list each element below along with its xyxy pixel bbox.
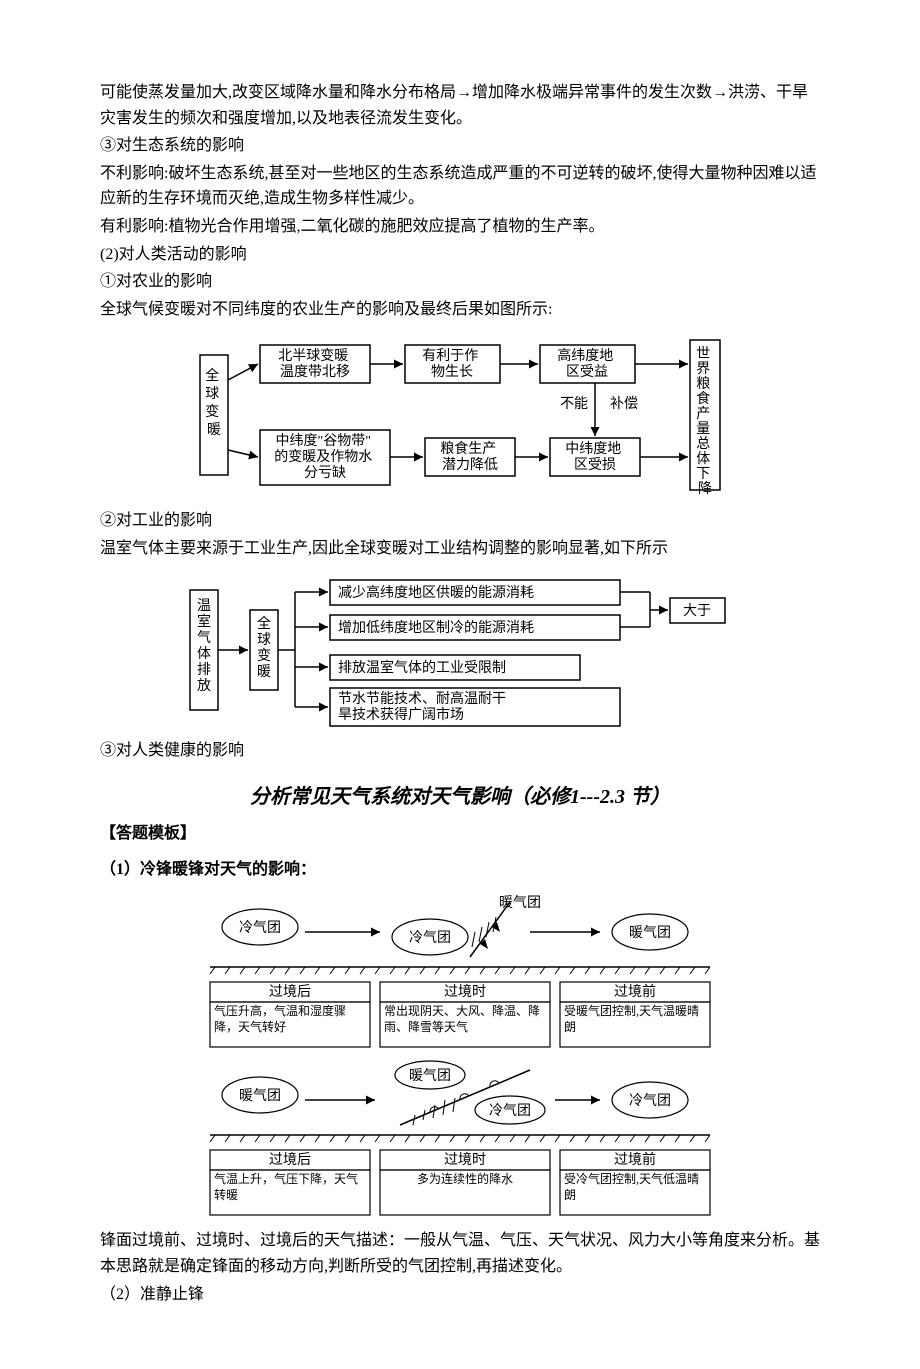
svg-text:冷气团: 冷气团: [409, 930, 451, 946]
svg-text:暖气团: 暖气团: [629, 925, 671, 941]
warm-cell-2: 受冷气团控制,天气低温晴朗: [564, 1172, 706, 1203]
paragraph-3: 不利影响:破坏生态系统,甚至对一些地区的生态系统造成严重的不可逆转的破坏,使得大…: [100, 161, 820, 212]
warm-cell-1: 多为连续性的降水: [384, 1172, 546, 1188]
cold-header-2: 过境前: [614, 983, 656, 1000]
warm-header-1: 过境时: [444, 1152, 486, 1168]
agri-r1-b1: 北半球变暖 温度带北移: [278, 348, 352, 380]
warm-header-2: 过境前: [614, 1151, 656, 1168]
cloud-shape: 冷气团: [222, 909, 298, 945]
paragraph-6: ①对农业的影响: [100, 269, 820, 295]
paragraph-5: (2)对人类活动的影响: [100, 242, 820, 268]
paragraph-2: ③对生态系统的影响: [100, 133, 820, 159]
ind-b3: 排放温室气体的工业受限制: [338, 659, 506, 676]
ind-right: 大于: [683, 603, 711, 619]
ind-b4: 节水节能技术、耐高温耐干 旱技术获得广阔市场: [338, 690, 510, 723]
agri-right-label: 世 界 粮 食 产 量 总 体 下 降: [696, 346, 714, 497]
agri-r2-b1: 中纬度"谷物带" 的变暖及作物水 分亏缺: [274, 433, 376, 481]
cold-cell-1: 常出现阴天、大风、降温、降雨、降雪等天气: [384, 1004, 546, 1035]
agriculture-diagram: 全 球 变 暖 世 界 粮 食 产 量 总 体 下 降 北半球变暖 温度带北移 …: [190, 330, 730, 500]
agri-r2-b3: 中纬度地 区受损: [565, 441, 625, 473]
sub2-intro: 锋面过境前、过境时、过境后的天气描述：一般从气温、气压、天气状况、风力大小等角度…: [100, 1228, 820, 1279]
agri-left-label: 全 球 变 暖: [205, 367, 223, 438]
svg-text:冷气团: 冷气团: [239, 920, 281, 936]
paragraph-8: ②对工业的影响: [100, 508, 820, 534]
sub-title-1: （1）冷锋暖锋对天气的影响：: [100, 857, 820, 883]
warm-mid-left: 暖气团: [409, 1068, 451, 1084]
svg-text:暖气团: 暖气团: [239, 1088, 281, 1104]
warm-front-diagram: 暖气团 暖气团 冷气团 冷气团: [200, 1060, 720, 1220]
cold-front-diagram: 冷气团 冷气团 暖气团 暖气团: [200, 892, 720, 1052]
ind-b1: 减少高纬度地区供暖的能源消耗: [338, 584, 534, 601]
paragraph-4: 有利影响:植物光合作用增强,二氧化碳的施肥效应提高了植物的生产率。: [100, 214, 820, 240]
agri-mid-l: 不能: [560, 396, 588, 412]
paragraph-1: 可能使蒸发量加大,改变区域降水量和降水分布格局→增加降水极端异常事件的发生次数→…: [100, 80, 820, 131]
ind-left2: 全球变暖: [257, 615, 271, 680]
ind-left1: 温室气体排放: [197, 598, 211, 694]
cold-cell-2: 受暖气团控制,天气温暖晴朗: [564, 1004, 706, 1035]
paragraph-7: 全球气候变暖对不同纬度的农业生产的影响及最终后果如图所示:: [100, 297, 820, 323]
section-title: 分析常见天气系统对天气影响（必修1---2.3 节）: [100, 781, 820, 813]
svg-text:冷气团: 冷气团: [629, 1093, 671, 1109]
warm-header-0: 过境后: [269, 1152, 311, 1168]
ind-b2: 增加低纬度地区制冷的能源消耗: [338, 620, 534, 636]
paragraph-10: ③对人类健康的影响: [100, 738, 820, 764]
template-label: 【答题模板】: [100, 821, 820, 847]
paragraph-9: 温室气体主要来源于工业生产,因此全球变暖对工业结构调整的影响显著,如下所示: [100, 536, 820, 562]
agri-mid-r: 补偿: [610, 396, 638, 412]
agri-r1-b2: 有利于作 物生长: [422, 348, 482, 380]
warm-mid-right: 冷气团: [489, 1103, 531, 1119]
cold-header-0: 过境后: [269, 984, 311, 1000]
cold-cell-0: 气压升高，气温和湿度骤降，天气转好: [214, 1004, 366, 1035]
warm-cell-0: 气温上升，气压下降，天气转暖: [214, 1172, 366, 1203]
agri-r2-b2: 粮食生产 潜力降低: [440, 440, 500, 473]
agri-r1-b3: 高纬度地 区受益: [557, 347, 617, 380]
industry-diagram: 温室气体排放 全球变暖 减少高纬度地区供暖的能源消耗 增加低纬度地区制冷的能源消…: [180, 570, 740, 730]
sub-title-2: （2）准静止锋: [100, 1282, 820, 1308]
cold-header-1: 过境时: [444, 984, 486, 1000]
